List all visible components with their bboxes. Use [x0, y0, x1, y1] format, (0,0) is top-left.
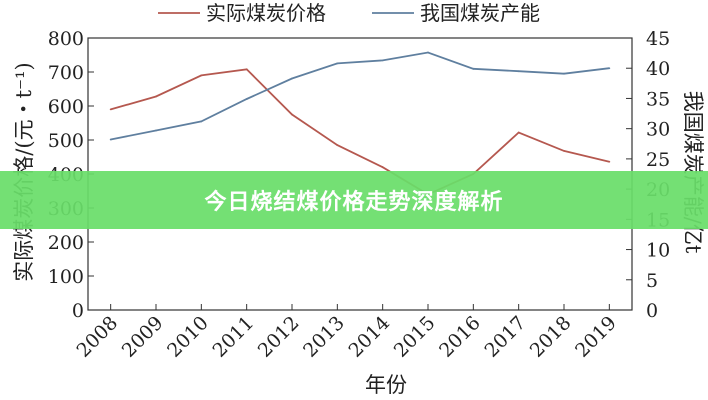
right-tick-label: 25	[646, 149, 670, 171]
x-tick-label: 2015	[390, 312, 440, 362]
right-tick-label: 30	[646, 119, 670, 141]
left-tick-label: 700	[48, 62, 84, 84]
banner-title: 今日烧结煤价格走势深度解析	[204, 190, 504, 215]
series-point-1	[427, 51, 429, 54]
series-point-0	[109, 108, 112, 111]
series-point-1	[608, 67, 611, 70]
series-point-0	[608, 160, 611, 163]
right-tick-label: 0	[646, 300, 658, 322]
left-tick-label: 800	[48, 28, 84, 50]
x-tick-label: 2016	[435, 312, 485, 362]
right-tick-label: 35	[646, 88, 670, 110]
x-axis-title: 年份	[365, 373, 407, 397]
series-line-0	[110, 68, 610, 196]
series-point-1	[472, 67, 475, 70]
right-tick-label: 45	[646, 28, 670, 50]
left-tick-label: 100	[48, 266, 84, 288]
right-tick-label: 10	[646, 240, 670, 262]
series-line-1	[110, 51, 610, 141]
x-tick-label: 2013	[299, 312, 349, 362]
series-point-1	[381, 59, 384, 62]
title-banner: 今日烧结煤价格走势深度解析	[0, 171, 708, 229]
series-point-1	[155, 129, 157, 132]
x-tick-label: 2019	[571, 312, 621, 362]
series-point-1	[245, 98, 248, 100]
x-axis-ticks: 2008200920102011201220132014201520162017…	[72, 304, 621, 362]
x-tick-label: 2017	[480, 312, 530, 362]
x-tick-label: 2011	[208, 312, 258, 362]
legend-label-1: 我国煤炭产能	[420, 1, 540, 25]
left-tick-label: 500	[48, 130, 84, 152]
left-axis-ticks: 0100200300400500600700800	[48, 28, 94, 322]
right-tick-label: 40	[646, 58, 670, 80]
left-tick-label: 600	[48, 96, 84, 118]
series-point-1	[336, 62, 339, 65]
left-tick-label: 0	[72, 300, 84, 322]
series-point-0	[291, 113, 293, 116]
series-point-1	[563, 72, 565, 75]
series-point-0	[245, 68, 248, 71]
series-point-1	[291, 77, 293, 80]
x-tick-label: 2018	[526, 312, 576, 362]
series-point-0	[563, 149, 565, 152]
right-tick-label: 5	[646, 270, 658, 292]
left-tick-label: 200	[48, 232, 84, 254]
series-point-0	[517, 131, 520, 134]
x-tick-label: 2010	[163, 312, 213, 362]
legend: 实际煤炭价格 我国煤炭产能	[158, 1, 540, 25]
series-point-1	[109, 138, 112, 141]
legend-label-0: 实际煤炭价格	[206, 1, 326, 25]
series-point-0	[200, 74, 203, 77]
x-tick-label: 2009	[118, 312, 168, 362]
series-point-0	[381, 166, 384, 169]
x-tick-label: 2014	[344, 312, 394, 362]
series-point-1	[200, 120, 203, 123]
x-tick-label: 2012	[254, 312, 304, 362]
series-point-0	[155, 95, 157, 98]
series-point-1	[517, 70, 520, 73]
series-point-0	[336, 144, 339, 147]
